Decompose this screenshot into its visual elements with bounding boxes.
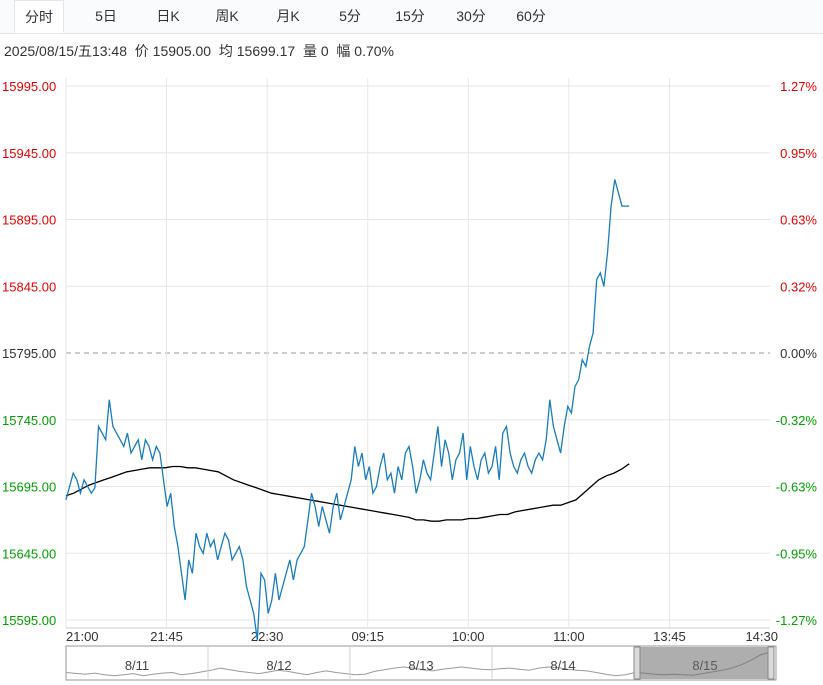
y-tick-label-left: 15845.00 (2, 279, 56, 294)
navigator-selection[interactable] (638, 647, 768, 679)
info-vol-label: 量 (302, 43, 317, 59)
navigator-date-label: 8/14 (550, 658, 575, 673)
info-amp-label: 幅 (336, 43, 351, 59)
x-tick-label: 22:30 (251, 629, 284, 644)
y-tick-label-left: 15945.00 (2, 146, 56, 161)
y-tick-label-left: 15795.00 (2, 346, 56, 361)
y-tick-label-left: 15595.00 (2, 613, 56, 628)
tab-5day[interactable]: 5日 (95, 8, 117, 24)
x-tick-label: 21:00 (66, 629, 99, 644)
navigator-date-label: 8/13 (408, 658, 433, 673)
average-price-line (65, 463, 630, 522)
y-tick-label-right: -1.27% (776, 613, 818, 628)
info-vol: 0 (320, 43, 329, 59)
x-tick-label: 09:15 (351, 629, 384, 644)
tab-5min[interactable]: 5分 (339, 8, 361, 24)
tab-60min[interactable]: 60分 (516, 8, 546, 24)
y-tick-label-left: 15695.00 (2, 480, 56, 495)
y-tick-label-left: 15745.00 (2, 413, 56, 428)
y-tick-label-left: 15995.00 (2, 79, 56, 94)
x-tick-label: 10:00 (452, 629, 485, 644)
navigator-handle-left[interactable] (633, 646, 641, 680)
y-tick-label-left: 15895.00 (2, 213, 56, 228)
y-tick-label-right: 0.00% (780, 346, 817, 361)
x-tick-label: 13:45 (653, 629, 686, 644)
y-tick-label-right: 0.32% (780, 279, 817, 294)
info-price: 15905.00 (152, 43, 212, 59)
tab-daily-k[interactable]: 日K (156, 8, 180, 24)
tab-weekly-k[interactable]: 周K (215, 8, 239, 24)
info-avg-label: 均 (218, 43, 233, 59)
navigator-date-label: 8/11 (125, 658, 149, 673)
navigator-handle-right[interactable] (767, 646, 775, 680)
y-tick-label-left: 15645.00 (2, 546, 56, 561)
tab-30min[interactable]: 30分 (456, 8, 486, 24)
x-tick-label: 14:30 (745, 629, 778, 644)
info-amp: 0.70% (354, 43, 394, 59)
tab-15min[interactable]: 15分 (395, 8, 425, 24)
period-tabs: 分时 5日 日K 周K 月K 5分 15分 30分 60分 (0, 0, 823, 34)
y-tick-label-right: -0.32% (776, 413, 818, 428)
navigator: 8/118/128/138/148/15 (65, 645, 777, 681)
tab-intraday[interactable]: 分时 (14, 0, 64, 33)
info-price-label: 价 (134, 43, 149, 59)
tab-monthly-k[interactable]: 月K (276, 8, 300, 24)
y-tick-label-right: 0.63% (780, 213, 817, 228)
price-info-bar: 2025/08/15/五13:48 价 15905.00 均 15699.17 … (4, 41, 394, 61)
chart-grid (65, 78, 770, 629)
y-tick-label-right: 0.95% (780, 146, 817, 161)
price-line (65, 179, 630, 641)
info-datetime: 2025/08/15/五13:48 (4, 43, 127, 59)
y-axis-labels: 15995.00 1.27% 15945.00 0.95% 15895.00 0.63% 1… (2, 79, 817, 628)
x-tick-label: 21:45 (150, 629, 183, 644)
x-axis-labels: 21:00 21:45 22:30 09:15 10:00 11:00 13:45 14:30 (66, 629, 778, 644)
info-avg: 15699.17 (236, 43, 296, 59)
y-tick-label-right: 1.27% (780, 79, 817, 94)
y-tick-label-right: -0.63% (776, 480, 818, 495)
navigator-date-label: 8/12 (266, 658, 291, 673)
chart-lines (65, 179, 630, 641)
y-tick-label-right: -0.95% (776, 546, 818, 561)
x-tick-label: 11:00 (553, 629, 585, 644)
